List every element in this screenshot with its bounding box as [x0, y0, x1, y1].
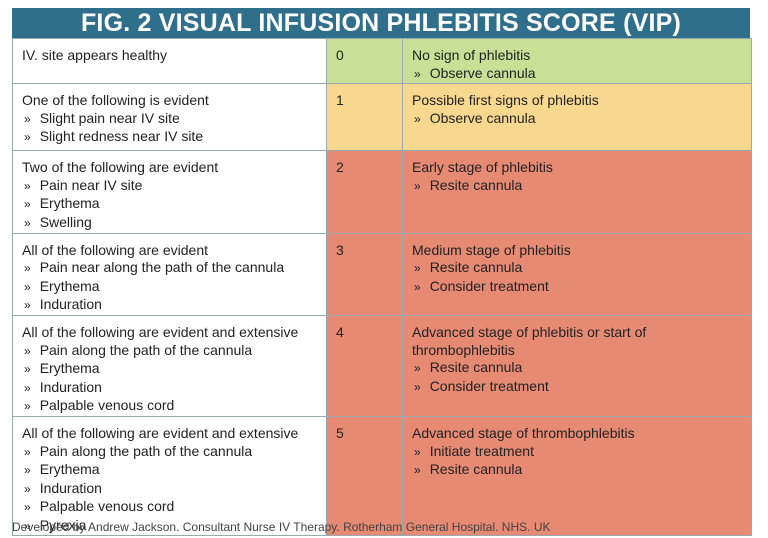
action-item: Resite cannula — [414, 259, 742, 278]
action-heading: No sign of phlebitis — [412, 47, 531, 63]
action-list: Resite cannulaConsider treatment — [412, 359, 742, 396]
criteria-item: Pain near along the path of the cannula — [24, 259, 317, 278]
score: 2 — [336, 159, 344, 176]
action-list: Observe cannula — [412, 110, 742, 129]
action-heading: Early stage of phlebitis — [412, 159, 553, 176]
criteria-cell: All of the following are evident and ext… — [12, 314, 327, 417]
criteria-item: Palpable venous cord — [24, 397, 317, 416]
criteria-item: Erythema — [24, 360, 317, 379]
criteria-cell: All of the following are evident and ext… — [12, 415, 327, 537]
action-cell: No sign of phlebitis Observe cannula — [402, 37, 752, 85]
action-item: Consider treatment — [414, 378, 742, 397]
criteria-item: Pain along the path of the cannula — [24, 443, 317, 462]
score: 4 — [336, 323, 344, 340]
action-item: Observe cannula — [414, 65, 742, 84]
criteria-heading: All of the following are evident and ext… — [22, 424, 299, 441]
score-cell: 0 — [326, 37, 403, 85]
action-item: Initiate treatment — [414, 443, 742, 462]
score: 0 — [336, 47, 344, 63]
action-list: Resite cannulaConsider treatment — [412, 259, 742, 296]
action-cell: Advanced stage of phlebitis or start of … — [402, 314, 752, 417]
criteria-list: Pain along the path of the cannulaErythe… — [22, 443, 317, 536]
table-row: IV. site appears healthy 0 No sign of phle… — [12, 37, 752, 85]
criteria-item: Erythema — [24, 461, 317, 480]
criteria-cell: Two of the following are evidentPain nea… — [12, 150, 327, 234]
criteria-item: Palpable venous cord — [24, 498, 317, 517]
criteria-cell: One of the following is evidentSlight pa… — [12, 83, 327, 152]
score-cell: 2 — [326, 150, 403, 234]
criteria-item: Induration — [24, 379, 317, 398]
criteria-item: Pain near IV site — [24, 177, 317, 196]
vip-table: IV. site appears healthy 0 No sign of phle… — [12, 37, 752, 537]
action-item: Resite cannula — [414, 177, 742, 196]
criteria-item: Slight pain near IV site — [24, 110, 317, 129]
score: 5 — [336, 424, 344, 441]
score: 3 — [336, 241, 344, 258]
table-row: All of the following are evident and ext… — [12, 314, 752, 417]
criteria-item: Swelling — [24, 214, 317, 233]
footer: Developed by Andrew Jackson. Consultant … — [12, 520, 551, 534]
criteria-heading: All of the following are evident and ext… — [22, 323, 299, 340]
action-list: Resite cannula — [412, 177, 742, 196]
score: 1 — [336, 92, 344, 109]
criteria-list: Slight pain near IV siteSlight redness n… — [22, 110, 317, 147]
action-cell: Medium stage of phlebitisResite cannulaC… — [402, 232, 752, 316]
action-list: Initiate treatmentResite cannula — [412, 443, 742, 480]
action-cell: Early stage of phlebitisResite cannula — [402, 150, 752, 234]
criteria-item: Induration — [24, 296, 317, 315]
criteria-heading: All of the following are evident — [22, 241, 208, 258]
action-cell: Advanced stage of thrombophlebitis Initia… — [402, 415, 752, 537]
action-item: Observe cannula — [414, 110, 742, 129]
criteria-item: Slight redness near IV site — [24, 128, 317, 147]
criteria-item: Erythema — [24, 278, 317, 297]
table-row: One of the following is evidentSlight pa… — [12, 83, 752, 152]
action-item: Resite cannula — [414, 461, 742, 480]
criteria-cell: IV. site appears healthy — [12, 37, 327, 85]
criteria-list: Pain near IV siteErythemaSwelling — [22, 177, 317, 233]
criteria-list: Pain near along the path of the cannulaE… — [22, 259, 317, 315]
action-item: Resite cannula — [414, 359, 742, 378]
score-cell: 4 — [326, 314, 403, 417]
criteria-item: Pyrexia — [24, 517, 317, 536]
action-heading: Possible first signs of phlebitis — [412, 92, 599, 109]
action-item: Consider treatment — [414, 278, 742, 297]
table-row: Two of the following are evidentPain nea… — [12, 150, 752, 234]
score-cell: 1 — [326, 83, 403, 152]
criteria-item: Induration — [24, 480, 317, 499]
criteria-heading: IV. site appears healthy — [22, 47, 168, 63]
action-heading: Advanced stage of phlebitis or start of … — [412, 323, 647, 358]
criteria-heading: Two of the following are evident — [22, 159, 219, 176]
action-heading: Advanced stage of thrombophlebitis — [412, 424, 635, 441]
action-heading: Medium stage of phlebitis — [412, 241, 571, 258]
criteria-heading: One of the following is evident — [22, 92, 209, 109]
title: FIG. 2 VISUAL INFUSION PHLEBITIS SCORE (… — [12, 8, 750, 38]
criteria-cell: All of the following are evidentPain nea… — [12, 232, 327, 316]
action-list: Observe cannula — [412, 65, 742, 84]
score-cell: 5 — [326, 415, 403, 537]
criteria-list: Pain along the path of the cannulaErythe… — [22, 342, 317, 416]
table-row: All of the following are evidentPain nea… — [12, 232, 752, 316]
table-row: All of the following are evident and ext… — [12, 415, 752, 537]
action-cell: Possible first signs of phlebitisObserve… — [402, 83, 752, 152]
score-cell: 3 — [326, 232, 403, 316]
criteria-item: Erythema — [24, 195, 317, 214]
criteria-item: Pain along the path of the cannula — [24, 342, 317, 361]
